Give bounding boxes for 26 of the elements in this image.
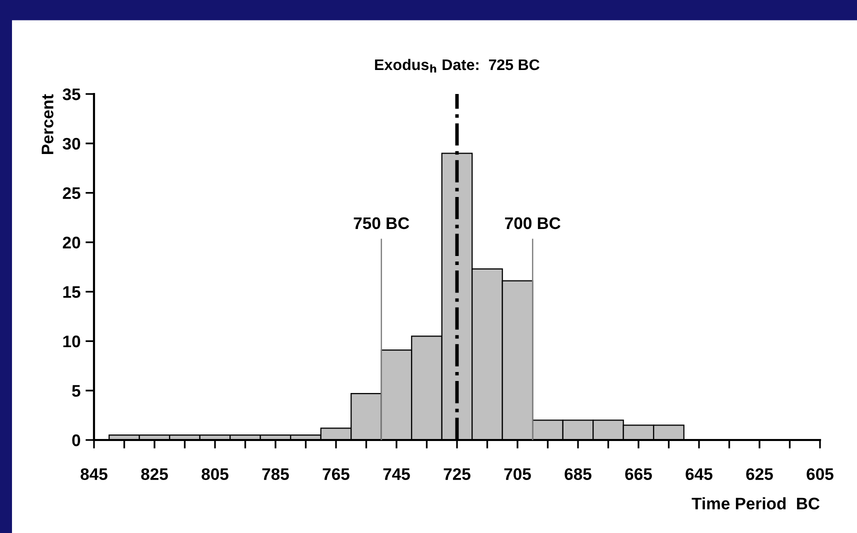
y-axis-title: Percent xyxy=(42,94,54,154)
x-tick-label: 805 xyxy=(202,468,228,480)
y-tick-label: 25 xyxy=(62,187,80,200)
y-tick-label: 20 xyxy=(62,236,80,248)
x-tick-label: 685 xyxy=(564,468,592,480)
x-tick-label: 605 xyxy=(806,468,834,480)
x-tick-label: 625 xyxy=(746,468,773,480)
x-tick-label: 825 xyxy=(141,468,168,480)
ref-line-label: Exodus$_{h}$ Date: 725 BC xyxy=(375,58,540,72)
x-tick-label: 845 xyxy=(80,468,108,480)
x-tick-label: 745 xyxy=(383,468,410,480)
x-tick-label: 665 xyxy=(625,468,652,480)
x-axis-title: Time Period BC xyxy=(692,497,820,510)
y-tick-label: 35 xyxy=(62,88,80,100)
x-tick-label: 785 xyxy=(262,468,289,480)
ref-line-label: 750 BC xyxy=(354,217,410,230)
x-tick-label: 765 xyxy=(322,468,350,480)
y-tick-label: 15 xyxy=(63,286,80,298)
y-tick-label: 10 xyxy=(63,336,80,348)
x-tick-label: 645 xyxy=(686,468,712,480)
y-tick-label: 30 xyxy=(62,138,80,150)
y-tick-label: 5 xyxy=(72,385,80,397)
x-tick-label: 725 xyxy=(444,468,470,480)
ref-line-label: 700 BC xyxy=(505,217,560,230)
x-tick-label: 705 xyxy=(504,468,531,480)
y-tick-label: 0 xyxy=(72,434,80,446)
